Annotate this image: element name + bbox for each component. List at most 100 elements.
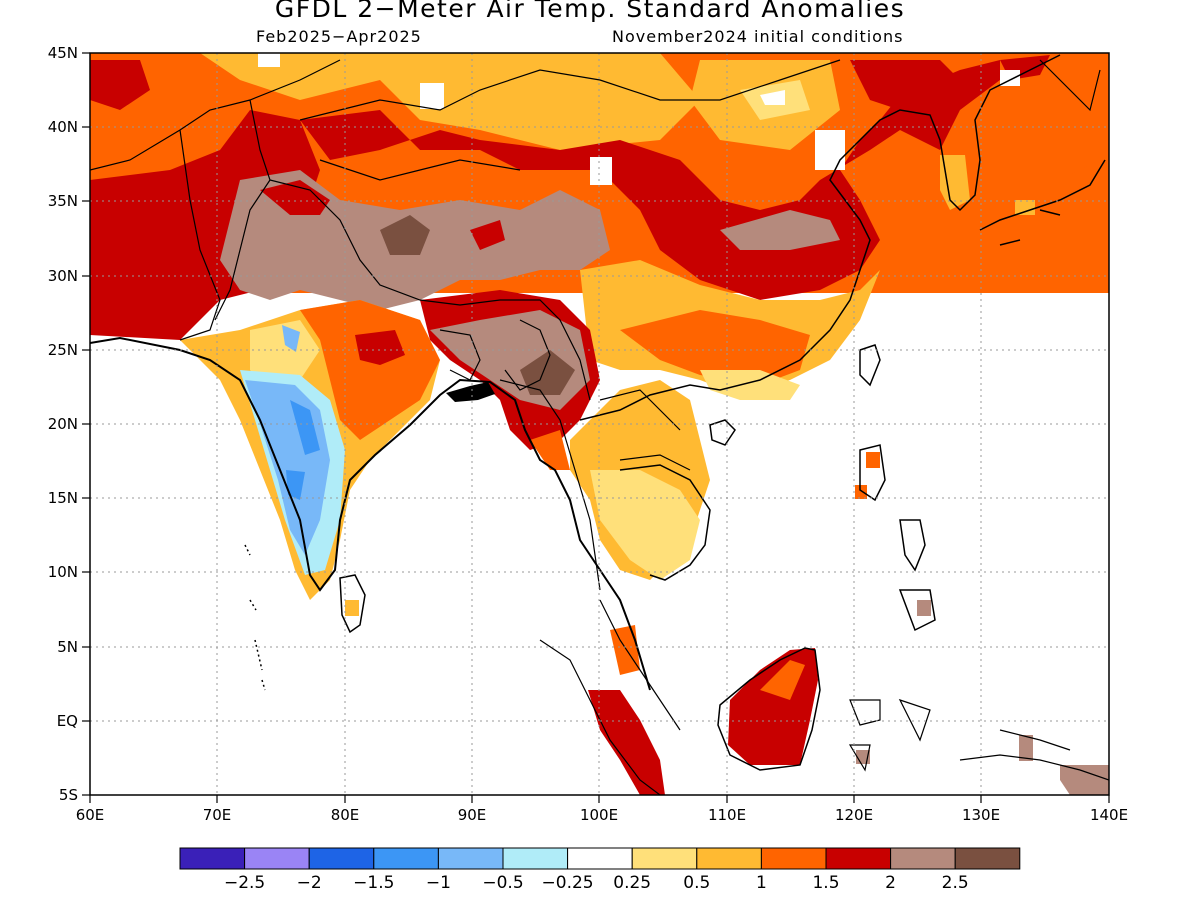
anomaly-region <box>345 600 359 616</box>
lat-label: 5S <box>59 786 78 804</box>
colorbar-swatch <box>567 847 633 870</box>
lat-label: 40N <box>48 118 78 136</box>
anomaly-region <box>1015 200 1035 215</box>
lat-label: 15N <box>48 489 78 507</box>
anomaly-region <box>286 470 305 500</box>
lon-label: 130E <box>962 806 1000 824</box>
coastline <box>859 344 881 387</box>
colorbar-label: 1 <box>756 873 767 893</box>
coastline <box>717 647 821 771</box>
lon-label: 100E <box>580 806 618 824</box>
anomaly-region <box>917 600 931 616</box>
colorbar-swatch <box>696 847 762 870</box>
map-title: GFDL 2−Meter Air Temp. Standard Anomalie… <box>274 0 906 23</box>
coastline <box>859 444 936 632</box>
coastline <box>959 729 1109 781</box>
lon-label: 60E <box>76 806 105 824</box>
anomaly-region <box>760 660 805 700</box>
gridlines <box>90 53 1109 795</box>
anomaly-region <box>940 155 970 210</box>
lon-label: 140E <box>1090 806 1128 824</box>
colorbar-label: −2 <box>297 873 322 893</box>
lat-label: 10N <box>48 563 78 581</box>
coastline <box>599 599 681 731</box>
anomaly-fields <box>90 53 1109 795</box>
anomaly-region <box>760 90 785 105</box>
colorbar-swatch <box>244 847 310 870</box>
coastline <box>539 639 661 795</box>
anomaly-region <box>260 180 330 215</box>
coastline <box>619 464 711 581</box>
ganges-delta <box>446 382 495 402</box>
colorbar-label: −0.25 <box>542 873 594 893</box>
anomaly-region <box>380 215 430 255</box>
coastline <box>579 54 1061 421</box>
anomaly-region <box>720 210 840 250</box>
anomaly-region <box>1070 155 1109 200</box>
anomaly-region <box>530 430 570 470</box>
coastline <box>339 574 366 634</box>
colorbar-swatch <box>179 847 246 870</box>
colorbar-label: 2 <box>885 873 896 893</box>
anomaly-region <box>1019 735 1033 761</box>
colorbar-swatch <box>437 847 504 870</box>
lon-label: 90E <box>458 806 487 824</box>
colorbar-swatch <box>890 847 956 870</box>
colorbar-label: −0.5 <box>482 873 523 893</box>
coastline <box>979 159 1106 246</box>
lat-label: 25N <box>48 341 78 359</box>
anomaly-region <box>290 400 320 455</box>
lon-label: 120E <box>835 806 873 824</box>
colorbar-swatch <box>308 847 375 870</box>
colorbar-label: −1 <box>426 873 451 893</box>
colorbar-label: −2.5 <box>224 873 265 893</box>
colorbar-swatch <box>825 847 892 870</box>
lat-label: 45N <box>48 44 78 62</box>
coastline <box>848 698 931 772</box>
colorbar-label: 1.5 <box>812 873 839 893</box>
lon-label: 80E <box>331 806 360 824</box>
anomaly-region <box>620 310 810 385</box>
lon-label: 110E <box>708 806 746 824</box>
anomaly-region <box>855 485 867 499</box>
anomaly-region <box>420 83 444 109</box>
anomaly-region <box>282 325 300 352</box>
anomaly-region <box>470 220 505 250</box>
lat-label: 35N <box>48 192 78 210</box>
lat-label: 20N <box>48 415 78 433</box>
national-borders <box>90 59 841 471</box>
coastline <box>709 419 736 446</box>
colorbar-swatch <box>631 847 698 870</box>
forecast-period: Feb2025−Apr2025 <box>256 27 422 46</box>
colorbar-label: −1.5 <box>353 873 394 893</box>
anomaly-region <box>866 452 880 468</box>
coastline <box>90 336 651 691</box>
anomaly-region <box>610 625 640 675</box>
colorbar-swatch <box>954 847 1021 870</box>
initial-conditions: November2024 initial conditions <box>612 27 904 46</box>
island-chain <box>244 544 266 691</box>
anomaly-region <box>258 53 280 67</box>
colorbar-swatch <box>502 847 569 870</box>
lat-label: 5N <box>57 638 78 656</box>
colorbar-label: 2.5 <box>942 873 969 893</box>
anomaly-region <box>588 690 665 795</box>
anomaly-region <box>700 370 800 400</box>
colorbar-label: 0.25 <box>613 873 651 893</box>
anomaly-region <box>90 60 150 110</box>
anomaly-region <box>1060 765 1109 795</box>
coastline <box>499 379 601 591</box>
coastline <box>1039 59 1101 112</box>
anomaly-region <box>815 130 845 170</box>
lat-label: EQ <box>57 712 78 730</box>
anomaly-region <box>300 300 440 440</box>
anomaly-region <box>590 157 612 185</box>
colorbar-swatch <box>373 847 439 870</box>
colorbar: −2.5 −2 −1.5 −1 −0.5 −0.25 0.25 0.5 1 1.5 2 2.5 <box>179 847 1021 893</box>
anomaly-region <box>355 330 405 365</box>
lat-label: 30N <box>48 267 78 285</box>
anomaly-region <box>850 60 960 110</box>
tick-marks <box>82 52 1110 803</box>
colorbar-swatch <box>760 847 827 870</box>
